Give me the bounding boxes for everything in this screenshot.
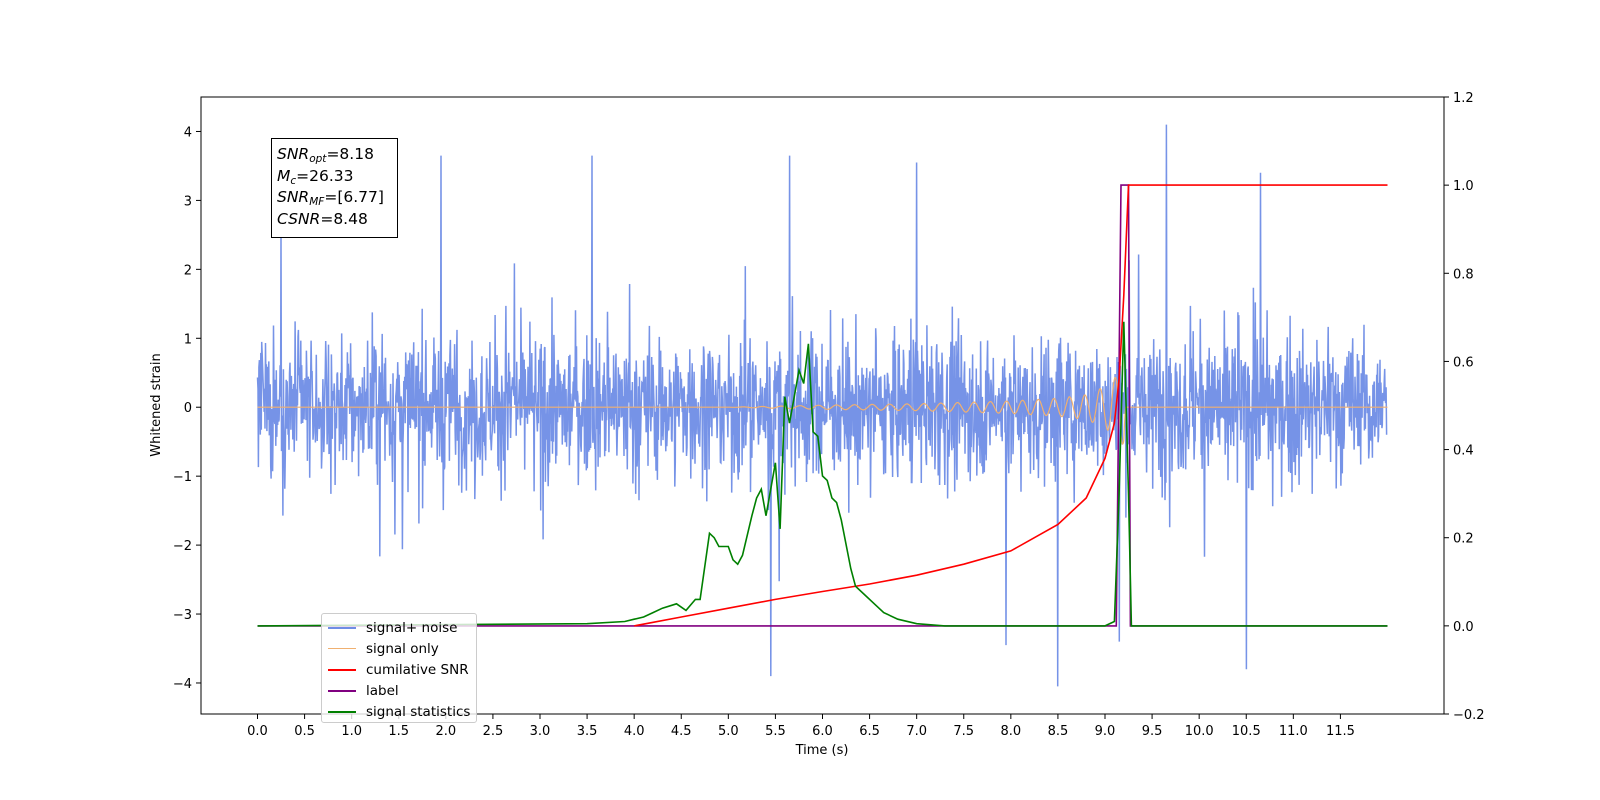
series-signal-noise xyxy=(256,124,1388,687)
y-tick-label: −1 xyxy=(173,470,192,485)
legend-swatch-signal-noise xyxy=(328,626,356,629)
legend-swatch-signal-statistics xyxy=(328,710,356,713)
legend-entry-cumulative-snr: cumilative SNR xyxy=(328,659,476,680)
x-tick-label: 9.5 xyxy=(1142,724,1163,739)
legend-swatch-cumulative-snr xyxy=(328,668,356,671)
y2-tick-label: 1.0 xyxy=(1453,179,1474,194)
snr-opt-text: SNRopt=8.18 xyxy=(277,145,374,165)
x-tick-label: 2.5 xyxy=(483,724,504,739)
x-tick-label: 3.0 xyxy=(530,724,551,739)
x-tick-label: 5.0 xyxy=(718,724,739,739)
x-tick-label: 7.0 xyxy=(906,724,927,739)
y-tick-label: −4 xyxy=(173,677,192,692)
x-tick-label: 2.0 xyxy=(435,724,456,739)
y2-tick-label: −0.2 xyxy=(1453,708,1485,723)
series-cumulative-snr xyxy=(634,184,1388,627)
plot-area xyxy=(256,124,1388,687)
x-tick-label: 1.0 xyxy=(341,724,362,739)
y2-tick-label: 0.6 xyxy=(1453,355,1474,370)
y-axis-right: −0.2 0.0 0.2 0.4 0.6 0.8 1.0 1.2 xyxy=(1444,91,1485,723)
y-tick-label: 4 xyxy=(184,125,192,140)
snr-mf-text: SNRMF=[6.77] xyxy=(277,188,384,208)
y-tick-label: 1 xyxy=(184,332,192,347)
x-tick-label: 7.5 xyxy=(953,724,974,739)
chirp-mass-text: Mc=26.33 xyxy=(277,166,354,187)
legend-entry-signal-statistics: signal statistics xyxy=(328,701,476,722)
x-tick-label: 1.5 xyxy=(388,724,409,739)
y-tick-label: −3 xyxy=(173,608,192,623)
x-tick-label: 11.5 xyxy=(1326,724,1355,739)
y-tick-label: 2 xyxy=(184,263,192,278)
x-tick-label: 6.0 xyxy=(812,724,833,739)
x-tick-label: 10.5 xyxy=(1232,724,1261,739)
y-axis-left: −4 −3 −2 −1 0 1 2 3 4 xyxy=(173,125,201,692)
x-tick-label: 9.0 xyxy=(1095,724,1116,739)
csnr-text: CSNR=8.48 xyxy=(277,209,368,228)
x-tick-label: 8.5 xyxy=(1048,724,1069,739)
y2-tick-label: 0.8 xyxy=(1453,267,1474,282)
legend-swatch-signal-only xyxy=(328,648,356,649)
x-tick-label: 0.0 xyxy=(247,724,268,739)
legend-entry-signal-only: signal only xyxy=(328,638,476,659)
legend-entry-signal-noise: signal+ noise xyxy=(328,617,476,638)
y2-tick-label: 1.2 xyxy=(1453,91,1474,106)
x-tick-label: 0.5 xyxy=(294,724,315,739)
y-tick-label: 3 xyxy=(184,194,192,209)
stats-annotation-box: SNRopt=8.18 Mc=26.33 SNRMF=[6.77] CSNR=8… xyxy=(271,138,398,238)
y2-tick-label: 0.4 xyxy=(1453,444,1474,459)
x-tick-label: 5.5 xyxy=(765,724,786,739)
series-signal-statistics xyxy=(257,321,1388,627)
y-axis-label: Whitened strain xyxy=(149,353,164,456)
x-tick-label: 10.0 xyxy=(1185,724,1214,739)
legend-entry-label: label xyxy=(328,680,476,701)
x-axis: 0.0 0.5 1.0 1.5 2.0 2.5 3.0 3.5 4.0 4.5 5.0 5.5 6.0 6… xyxy=(247,714,1355,739)
x-tick-label: 6.5 xyxy=(859,724,880,739)
x-tick-label: 8.0 xyxy=(1000,724,1021,739)
legend: signal+ noise signal only cumilative SNR… xyxy=(321,613,477,723)
x-tick-label: 3.5 xyxy=(577,724,598,739)
x-tick-label: 11.0 xyxy=(1279,724,1308,739)
y2-tick-label: 0.0 xyxy=(1453,620,1474,635)
y-tick-label: −2 xyxy=(173,539,192,554)
series-signal-only xyxy=(257,376,1388,445)
y2-tick-label: 0.2 xyxy=(1453,532,1474,547)
x-axis-label: Time (s) xyxy=(795,743,849,758)
x-tick-label: 4.5 xyxy=(671,724,692,739)
legend-swatch-label xyxy=(328,689,356,692)
x-tick-label: 4.0 xyxy=(624,724,645,739)
y-tick-label: 0 xyxy=(184,401,192,416)
